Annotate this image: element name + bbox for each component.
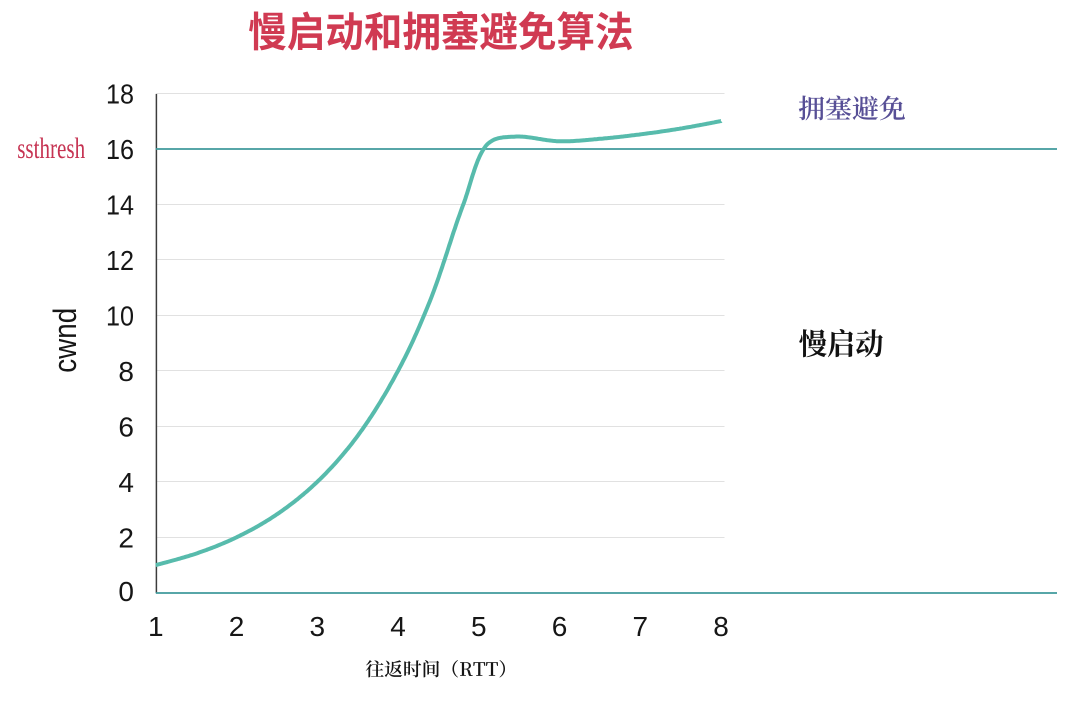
svg-text:0: 0 <box>118 576 134 607</box>
svg-text:2: 2 <box>229 611 245 642</box>
svg-text:1: 1 <box>148 611 164 642</box>
svg-text:4: 4 <box>118 467 134 498</box>
svg-text:6: 6 <box>552 611 568 642</box>
svg-text:8: 8 <box>713 611 729 642</box>
svg-text:8: 8 <box>118 356 134 387</box>
svg-text:4: 4 <box>390 611 406 642</box>
svg-text:5: 5 <box>471 611 487 642</box>
svg-text:14: 14 <box>106 189 134 220</box>
svg-text:2: 2 <box>118 522 134 553</box>
svg-text:10: 10 <box>106 300 134 331</box>
svg-text:12: 12 <box>106 245 134 276</box>
svg-text:3: 3 <box>310 611 326 642</box>
svg-text:7: 7 <box>633 611 649 642</box>
svg-text:ssthresh: ssthresh <box>17 132 85 165</box>
svg-text:16: 16 <box>106 134 134 165</box>
svg-text:cwnd: cwnd <box>47 308 83 373</box>
svg-text:6: 6 <box>118 411 134 442</box>
svg-text:18: 18 <box>106 78 134 109</box>
